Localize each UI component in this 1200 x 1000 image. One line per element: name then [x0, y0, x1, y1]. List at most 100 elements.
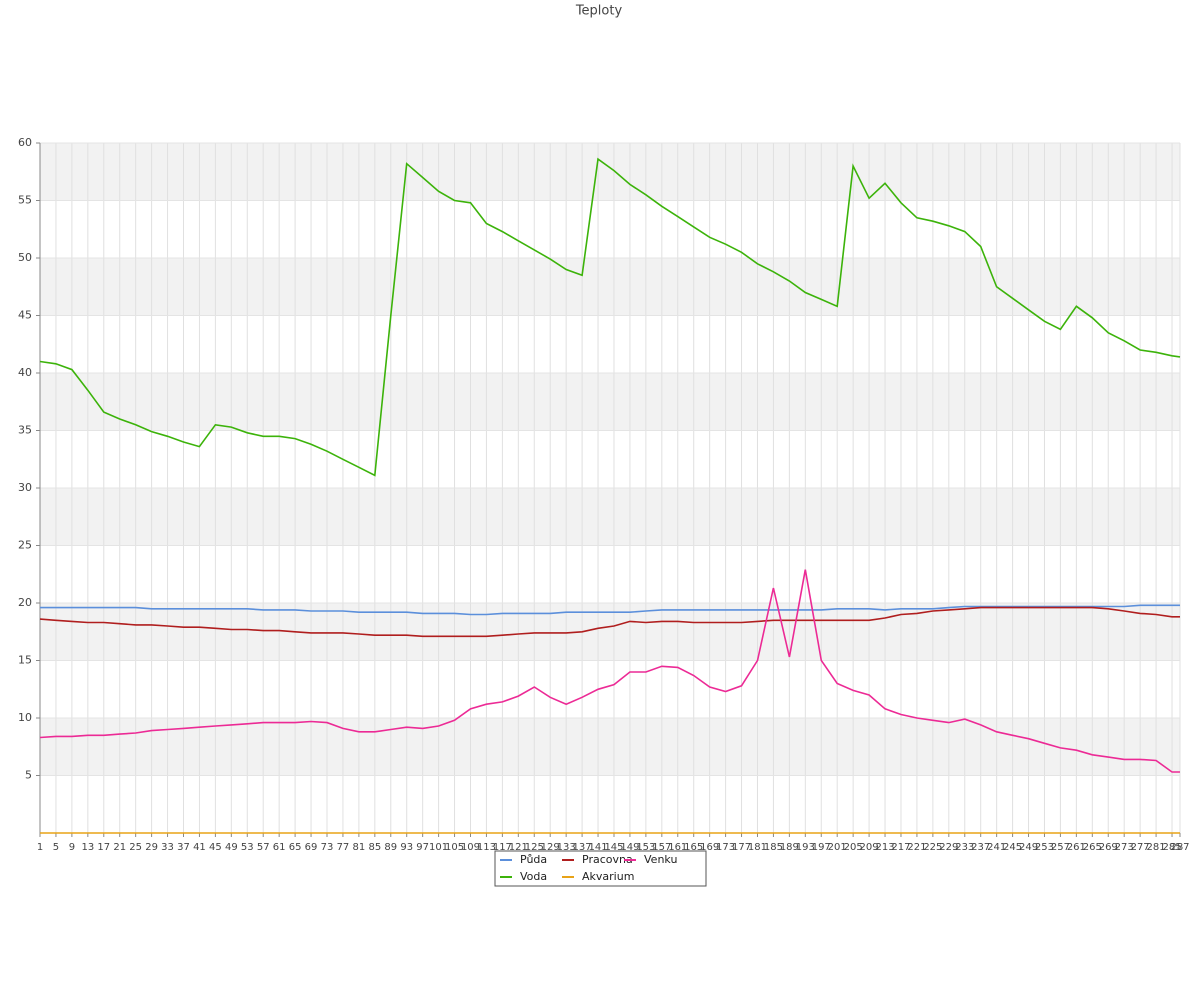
grid-band [40, 718, 1180, 776]
x-tick-label: 65 [289, 842, 302, 853]
y-tick-label: 15 [18, 654, 32, 667]
x-tick-label: 101 [429, 842, 448, 853]
x-tick-label: 287 [1170, 842, 1189, 853]
x-tick-label: 185 [764, 842, 783, 853]
grid-band [40, 373, 1180, 431]
x-tick-label: 197 [812, 842, 831, 853]
x-tick-label: 249 [1019, 842, 1038, 853]
x-tick-label: 117 [493, 842, 512, 853]
x-tick-label: 161 [668, 842, 687, 853]
legend-box [494, 850, 707, 887]
x-tick-label: 257 [1051, 842, 1070, 853]
x-tick-label: 273 [1115, 842, 1134, 853]
x-tick-label: 169 [700, 842, 719, 853]
x-tick-label: 73 [321, 842, 334, 853]
x-tick-label: 145 [604, 842, 623, 853]
y-tick-label: 35 [18, 424, 32, 437]
x-tick-label: 41 [193, 842, 206, 853]
x-tick-label: 17 [97, 842, 110, 853]
x-tick-label: 177 [732, 842, 751, 853]
legend-label: Voda [520, 870, 547, 883]
x-tick-label: 53 [241, 842, 254, 853]
x-tick-label: 165 [684, 842, 703, 853]
x-tick-label: 153 [636, 842, 655, 853]
x-tick-label: 205 [844, 842, 863, 853]
y-tick-label: 45 [18, 309, 32, 322]
x-tick-label: 13 [81, 842, 94, 853]
chart-title: Teploty [575, 4, 623, 19]
x-tick-label: 81 [353, 842, 366, 853]
x-tick-label: 1 [37, 842, 43, 853]
x-tick-label: 125 [525, 842, 544, 853]
x-tick-label: 33 [161, 842, 174, 853]
x-tick-label: 261 [1067, 842, 1086, 853]
series-line [39, 569, 1180, 773]
x-tick-label: 281 [1147, 842, 1166, 853]
x-tick-label: 25 [129, 842, 142, 853]
x-tick-label: 253 [1035, 842, 1054, 853]
x-tick-label: 37 [177, 842, 190, 853]
grid-band [40, 258, 1180, 316]
series-line [40, 604, 1180, 616]
x-tick-label: 61 [273, 842, 286, 853]
x-tick-label: 77 [337, 842, 350, 853]
y-tick-label: 50 [18, 251, 32, 264]
x-tick-label: 245 [1003, 842, 1022, 853]
x-tick-label: 97 [416, 842, 429, 853]
x-tick-label: 121 [509, 842, 528, 853]
x-tick-label: 277 [1131, 842, 1150, 853]
y-tick-label: 5 [25, 769, 32, 782]
x-tick-label: 193 [796, 842, 815, 853]
x-tick-label: 49 [225, 842, 238, 853]
x-tick-label: 157 [652, 842, 671, 853]
x-tick-label: 5 [53, 842, 59, 853]
x-tick-label: 225 [923, 842, 942, 853]
legend-label: Půda [520, 853, 547, 866]
x-tick-label: 181 [748, 842, 767, 853]
x-tick-label: 217 [891, 842, 910, 853]
x-tick-label: 89 [384, 842, 397, 853]
x-tick-label: 69 [305, 842, 318, 853]
x-tick-label: 229 [939, 842, 958, 853]
series-line [39, 606, 1180, 638]
x-tick-label: 201 [828, 842, 847, 853]
x-tick-label: 9 [69, 842, 75, 853]
y-tick-label: 30 [18, 481, 32, 494]
x-tick-label: 221 [907, 842, 926, 853]
series-line [39, 157, 1181, 477]
x-tick-label: 265 [1083, 842, 1102, 853]
x-tick-label: 93 [400, 842, 413, 853]
x-tick-label: 137 [573, 842, 592, 853]
grid-band [40, 143, 1180, 201]
x-tick-label: 149 [620, 842, 639, 853]
x-tick-label: 109 [461, 842, 480, 853]
y-tick-label: 55 [18, 194, 32, 207]
y-tick-label: 60 [18, 136, 32, 149]
x-tick-label: 85 [368, 842, 381, 853]
x-tick-label: 233 [955, 842, 974, 853]
legend-label: Akvarium [582, 870, 634, 883]
y-tick-label: 25 [18, 539, 32, 552]
y-tick-label: 40 [18, 366, 32, 379]
x-tick-label: 237 [971, 842, 990, 853]
x-tick-label: 213 [875, 842, 894, 853]
x-tick-label: 29 [145, 842, 158, 853]
x-tick-label: 189 [780, 842, 799, 853]
grid-band [40, 488, 1180, 546]
x-tick-label: 285 [1162, 842, 1181, 853]
legend-label: Venku [644, 853, 677, 866]
x-tick-label: 105 [445, 842, 464, 853]
x-tick-label: 57 [257, 842, 270, 853]
x-tick-label: 45 [209, 842, 222, 853]
y-tick-label: 20 [18, 596, 32, 609]
x-tick-label: 21 [113, 842, 126, 853]
x-tick-label: 129 [541, 842, 560, 853]
legend-label: Pracovna [582, 853, 633, 866]
x-tick-label: 113 [477, 842, 496, 853]
y-tick-label: 10 [18, 711, 32, 724]
x-tick-label: 241 [987, 842, 1006, 853]
x-tick-label: 133 [557, 842, 576, 853]
x-tick-label: 141 [588, 842, 607, 853]
x-tick-label: 209 [860, 842, 879, 853]
